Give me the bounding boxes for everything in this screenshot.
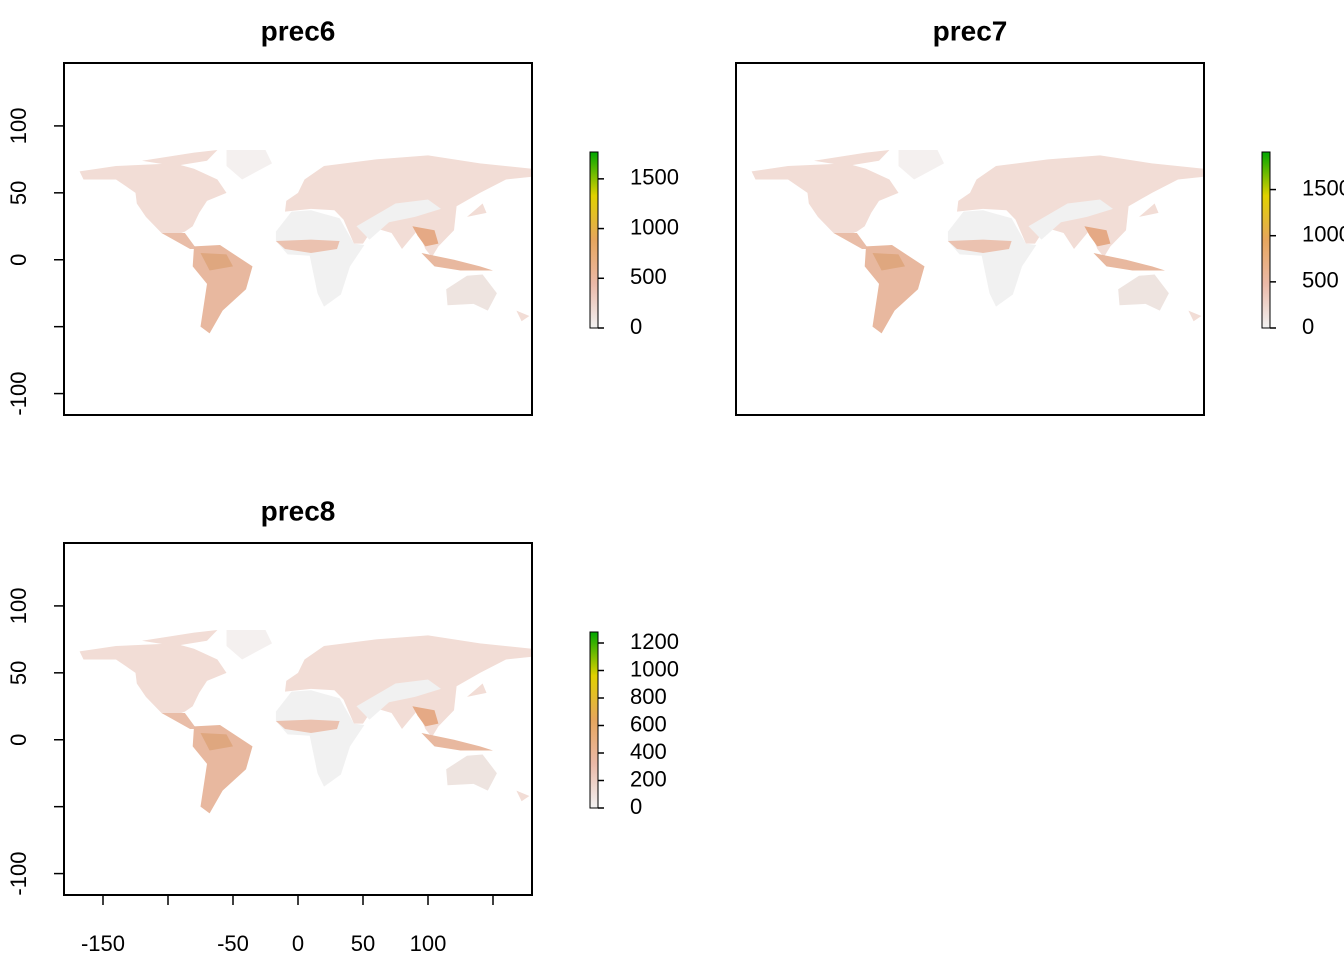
legend-tick-label: 0 xyxy=(1302,314,1314,339)
legend-bar xyxy=(589,151,599,329)
y-tick-label: -100 xyxy=(6,852,31,896)
raster-map xyxy=(79,629,532,814)
panel-title: prec8 xyxy=(261,495,336,526)
legend-tick-label: 0 xyxy=(630,794,642,819)
raster-map xyxy=(751,149,1204,334)
legend-bar xyxy=(1261,151,1271,329)
raster-map xyxy=(79,149,532,334)
legend-tick-label: 1000 xyxy=(1302,222,1344,247)
y-tick-label: 100 xyxy=(6,588,31,625)
legend-bar xyxy=(589,631,599,809)
x-tick-label: 50 xyxy=(351,931,375,956)
panel: prec7 0 500 1000 1500 xyxy=(735,15,1344,416)
legend-tick-label: 0 xyxy=(630,314,642,339)
y-tick-label: -100 xyxy=(6,372,31,416)
x-tick-label: 0 xyxy=(292,931,304,956)
legend-tick-label: 1000 xyxy=(630,656,679,681)
legend-tick-label: 1000 xyxy=(630,214,679,239)
y-tick-label: 100 xyxy=(6,108,31,145)
legend-tick-label: 1500 xyxy=(1302,175,1344,200)
x-tick-label: 100 xyxy=(410,931,447,956)
legend-tick-label: 500 xyxy=(1302,268,1339,293)
plot-frame xyxy=(63,62,533,416)
x-tick-label: -50 xyxy=(217,931,249,956)
legend-tick-label: 600 xyxy=(630,711,667,736)
panel-title: prec7 xyxy=(933,15,1008,46)
y-tick-label: 0 xyxy=(6,254,31,266)
panel-title: prec6 xyxy=(261,15,336,46)
x-tick-label: -150 xyxy=(81,931,125,956)
legend-tick-label: 1200 xyxy=(630,629,679,654)
legend-tick-label: 800 xyxy=(630,684,667,709)
y-tick-label: 50 xyxy=(6,181,31,205)
y-tick-label: 0 xyxy=(6,734,31,746)
plot-frame xyxy=(735,62,1205,416)
y-tick-label: 50 xyxy=(6,661,31,685)
legend-tick-label: 1500 xyxy=(630,165,679,190)
legend-tick-label: 400 xyxy=(630,739,667,764)
legend-tick-label: 500 xyxy=(630,264,667,289)
legend-tick-label: 200 xyxy=(630,766,667,791)
